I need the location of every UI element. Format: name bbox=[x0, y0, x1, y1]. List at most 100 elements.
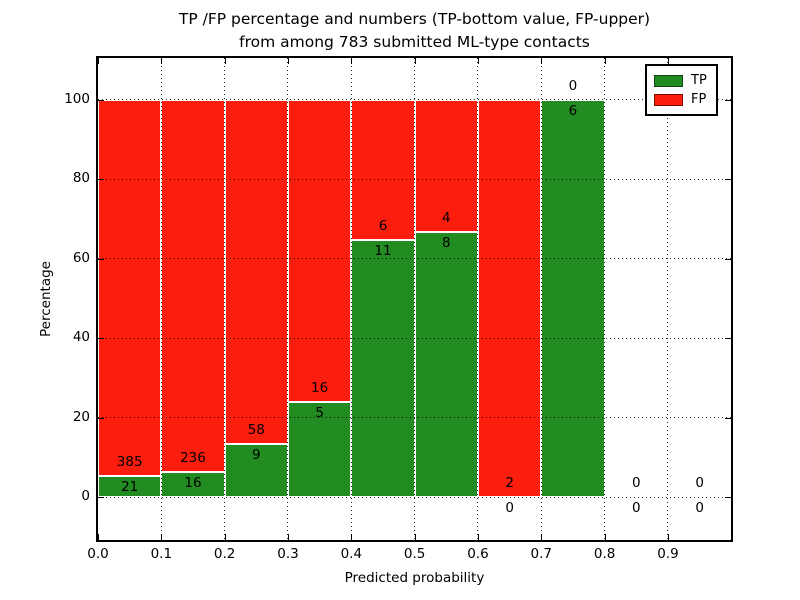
y-tick-left-0 bbox=[98, 497, 104, 498]
x-tick-top-0.6 bbox=[477, 58, 479, 64]
y-tick-label-0: 0 bbox=[81, 488, 90, 504]
tp-count-label-0.2-0.3: 9 bbox=[252, 446, 261, 463]
fp-count-label-0.1-0.2: 236 bbox=[180, 449, 206, 466]
y-tick-label-40: 40 bbox=[72, 329, 90, 346]
x-tick-bottom-0.8 bbox=[604, 534, 606, 540]
x-tick-bottom-0.1 bbox=[161, 534, 163, 540]
gridline-x-0.3 bbox=[287, 58, 289, 540]
gridline-x-0.4 bbox=[350, 58, 352, 540]
gridline-x-0.9 bbox=[667, 58, 669, 540]
tp-count-label-0.0-0.1: 21 bbox=[121, 479, 139, 496]
y-tick-label-100: 100 bbox=[64, 90, 90, 107]
gridline-x-0.2 bbox=[224, 58, 226, 540]
tp-count-label-0.9-1.0: 0 bbox=[695, 500, 704, 516]
fp-count-label-0.4-0.5: 6 bbox=[378, 217, 388, 234]
fp-legend-label: FP bbox=[691, 92, 707, 107]
legend-entry-fp: FP bbox=[654, 90, 709, 109]
tp-count-label-0.5-0.6: 8 bbox=[442, 235, 451, 252]
x-tick-top-0.7 bbox=[541, 58, 543, 64]
fp-bar-0.2-0.3 bbox=[224, 99, 288, 444]
x-axis-label: Predicted probability bbox=[344, 570, 485, 586]
legend: TP FP bbox=[645, 64, 718, 116]
x-tick-label-0.8: 0.8 bbox=[593, 546, 616, 562]
tp-count-label-0.8-0.9: 0 bbox=[632, 500, 641, 516]
tp-legend-label: TP bbox=[691, 73, 707, 88]
x-tick-top-0.1 bbox=[161, 58, 163, 64]
fp-count-label-0.5-0.6: 4 bbox=[442, 210, 451, 227]
x-tick-top-0.9 bbox=[667, 58, 669, 64]
y-axis-label: Percentage bbox=[38, 261, 54, 337]
x-tick-bottom-0 bbox=[98, 534, 99, 540]
fp-count-label-0.0-0.1: 385 bbox=[116, 454, 143, 471]
fp-bar-0.6-0.7 bbox=[477, 99, 542, 497]
fp-bar-0.0-0.1 bbox=[98, 99, 162, 477]
tp-count-label-0.7-0.8: 6 bbox=[568, 102, 578, 119]
fp-count-label-0.9-1.0: 0 bbox=[695, 475, 704, 491]
y-tick-left-100 bbox=[98, 99, 104, 101]
fp-count-label-0.6-0.7: 2 bbox=[505, 475, 514, 491]
fp-count-label-0.2-0.3: 58 bbox=[247, 421, 265, 438]
x-tick-label-0.6: 0.6 bbox=[467, 546, 489, 562]
fp-bar-0.1-0.2 bbox=[161, 99, 225, 472]
gridline-y-40 bbox=[98, 337, 731, 339]
y-tick-right-80 bbox=[725, 179, 731, 181]
fp-bar-0.3-0.4 bbox=[287, 99, 352, 403]
x-tick-bottom-0.7 bbox=[541, 534, 543, 540]
x-tick-bottom-0.6 bbox=[477, 534, 479, 540]
fp-count-label-0.7-0.8: 0 bbox=[568, 77, 578, 94]
x-tick-label-0.7: 0.7 bbox=[530, 546, 553, 562]
x-tick-label-0.4: 0.4 bbox=[340, 546, 363, 562]
tp-bar-0.1-0.2 bbox=[161, 471, 225, 497]
chart-title-line2: from among 783 submitted ML-type contact… bbox=[239, 33, 590, 51]
gridline-y-60 bbox=[98, 258, 731, 260]
gridline-x-0.1 bbox=[160, 58, 162, 540]
fp-count-label-0.3-0.4: 16 bbox=[311, 380, 329, 397]
tp-count-label-0.4-0.5: 11 bbox=[374, 242, 392, 259]
tp-count-label-0.1-0.2: 16 bbox=[184, 474, 202, 491]
y-tick-left-80 bbox=[98, 179, 104, 181]
tp-count-label-0.3-0.4: 5 bbox=[315, 405, 324, 422]
tp-bar-0.4-0.5 bbox=[351, 239, 415, 497]
gridline-x-0.5 bbox=[414, 58, 416, 540]
x-tick-label-0.1: 0.1 bbox=[150, 546, 173, 562]
x-tick-top-0.3 bbox=[287, 58, 289, 64]
y-tick-left-20 bbox=[98, 417, 104, 419]
gridline-y-0 bbox=[98, 496, 731, 498]
tp-bar-0.7-0.8 bbox=[541, 99, 605, 497]
x-tick-bottom-0.2 bbox=[224, 534, 226, 540]
x-tick-top-0.4 bbox=[351, 58, 353, 64]
y-tick-left-60 bbox=[98, 258, 104, 260]
x-tick-bottom-0.9 bbox=[667, 534, 669, 540]
x-tick-top-0.2 bbox=[224, 58, 226, 64]
x-tick-bottom-0.4 bbox=[351, 534, 353, 540]
y-tick-label-20: 20 bbox=[72, 408, 90, 425]
x-tick-label-0.5: 0.5 bbox=[403, 546, 426, 562]
x-tick-label-0.0: 0.0 bbox=[87, 546, 109, 562]
tp-bar-0.3-0.4 bbox=[287, 402, 352, 497]
fp-bar-0.4-0.5 bbox=[351, 99, 415, 240]
x-tick-top-0.8 bbox=[604, 58, 606, 64]
gridline-x-0.8 bbox=[604, 58, 606, 540]
tp-bar-0.2-0.3 bbox=[224, 443, 288, 497]
x-tick-top-0 bbox=[98, 58, 99, 64]
y-tick-right-100 bbox=[725, 99, 731, 101]
y-tick-right-60 bbox=[725, 258, 731, 260]
chart-title: TP /FP percentage and numbers (TP-bottom… bbox=[98, 8, 731, 54]
tp-bar-0.5-0.6 bbox=[414, 232, 478, 497]
fp-count-label-0.8-0.9: 0 bbox=[632, 475, 641, 491]
gridline-y-20 bbox=[98, 417, 731, 419]
y-tick-left-40 bbox=[98, 338, 104, 340]
chart-title-line1: TP /FP percentage and numbers (TP-bottom… bbox=[178, 10, 651, 28]
y-tick-right-40 bbox=[725, 338, 731, 340]
gridline-y-80 bbox=[98, 178, 731, 180]
tp-count-label-0.6-0.7: 0 bbox=[505, 500, 514, 516]
gridline-x-0.6 bbox=[477, 58, 479, 540]
x-tick-bottom-0.5 bbox=[414, 534, 416, 540]
tp-bar-0.0-0.1 bbox=[98, 476, 162, 497]
x-tick-label-0.2: 0.2 bbox=[213, 546, 236, 562]
tp-swatch-icon bbox=[654, 74, 683, 87]
x-tick-label-0.3: 0.3 bbox=[277, 546, 299, 562]
gridline-x-0.7 bbox=[540, 58, 542, 540]
y-tick-right-0 bbox=[725, 497, 731, 498]
